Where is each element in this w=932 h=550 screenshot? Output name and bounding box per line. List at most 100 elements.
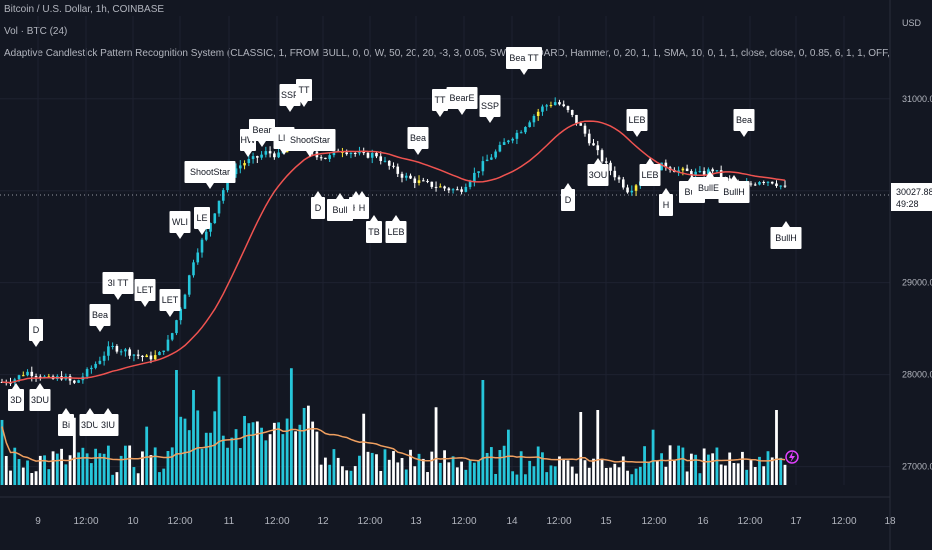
volume-bar (226, 447, 229, 485)
volume-bar (353, 466, 357, 485)
candle-body (549, 105, 553, 107)
currency-label: USD (902, 18, 922, 28)
volume-bar (183, 418, 187, 485)
pattern-label-text: D (565, 195, 572, 205)
volume-bar (783, 464, 787, 485)
volume-bar (707, 454, 710, 485)
candle-body (758, 182, 761, 185)
pattern-label-text: 3DU (81, 420, 99, 430)
volume-bar (209, 432, 212, 485)
pattern-label: Bea (733, 109, 755, 137)
candle-body (456, 189, 459, 191)
pattern-label: Bi (58, 408, 74, 436)
volume-bar (251, 422, 255, 485)
pattern-label-text: D (315, 203, 322, 213)
candle-body (115, 345, 119, 352)
candle-body (145, 355, 148, 358)
volume-bar (298, 424, 302, 485)
time-tick-label: 12:00 (167, 516, 192, 527)
volume-bar (672, 460, 676, 485)
candle-body (553, 102, 557, 106)
pattern-label-text: LEB (641, 170, 658, 180)
pattern-label: 3DU (79, 408, 101, 436)
candle-body (94, 363, 97, 368)
candle-body (753, 184, 757, 186)
volume-bar (306, 405, 310, 485)
candle-body (775, 183, 778, 187)
candle-body (107, 346, 110, 356)
volume-bar (506, 429, 510, 485)
time-tick-label: 17 (790, 516, 802, 527)
volume-bar (677, 445, 681, 485)
volume-bar (617, 467, 621, 485)
volume-bar (358, 455, 361, 485)
candle-body (511, 138, 514, 141)
pattern-label: TT (296, 79, 312, 107)
volume-indicator-label[interactable]: Vol · BTC (24) (4, 26, 68, 37)
candle-body (217, 200, 221, 214)
pattern-label: Bear (249, 119, 275, 147)
volume-bar (775, 410, 778, 485)
volume-bar (345, 470, 349, 485)
candle-body (98, 360, 102, 364)
candle-body (600, 150, 604, 162)
volume-bar (387, 459, 391, 485)
volume-bar (583, 460, 587, 485)
volume-bar (613, 463, 617, 485)
volume-bar (592, 458, 595, 485)
volume-bar (51, 451, 55, 485)
pattern-label-text: H (663, 200, 670, 210)
candle-body (383, 160, 387, 162)
volume-bar (85, 453, 89, 485)
pattern-label-text: Bea (92, 310, 108, 320)
volume-bar (626, 470, 629, 485)
volume-bar (451, 456, 455, 485)
volume-bar (426, 472, 429, 485)
candle-body (213, 213, 217, 224)
candle-body (124, 349, 127, 352)
candle-body (226, 177, 229, 191)
volume-bar (119, 455, 123, 485)
volume-bar (515, 474, 519, 485)
volume-bar (664, 466, 668, 485)
volume-bar (460, 461, 463, 485)
volume-bar (438, 462, 442, 485)
candle-body (626, 187, 629, 193)
volume-ma-line (1, 426, 786, 464)
volume-bar (549, 465, 553, 485)
lightning-bolt-icon (789, 451, 795, 463)
volume-bar (566, 460, 570, 485)
price-tick-label: 31000.00 (902, 94, 932, 104)
pattern-label: Bea (89, 304, 111, 332)
volume-bar (34, 471, 38, 485)
volume-bar (366, 451, 370, 485)
pattern-indicator-label[interactable]: Adaptive Candlestick Pattern Recognition… (4, 48, 889, 59)
pattern-label-text: Bea (736, 115, 752, 125)
candle-body (409, 175, 412, 179)
candle-body (681, 168, 685, 171)
volume-bar (17, 459, 21, 485)
volume-bar (72, 417, 76, 485)
candle-body (524, 127, 527, 133)
time-tick-label: 18 (884, 516, 896, 527)
volume-bar (145, 426, 149, 485)
volume-bar (502, 445, 506, 485)
volume-bar (409, 449, 412, 485)
volume-bar (698, 473, 702, 485)
pattern-label-text: Bull (332, 205, 347, 215)
alert-lightning-icon (785, 450, 799, 464)
volume-bar (162, 468, 166, 485)
volume-bar (260, 427, 263, 485)
volume-bar (779, 457, 783, 485)
volume-bar (47, 469, 51, 485)
candle-body (617, 177, 621, 180)
candle-body (209, 223, 212, 232)
pattern-label: LET (159, 289, 181, 317)
candle-body (779, 185, 783, 187)
volume-bar (745, 469, 749, 485)
candle-body (234, 168, 238, 175)
pattern-label: 3IU (97, 408, 119, 436)
candle-body (404, 175, 408, 178)
pattern-label-text: BullH (775, 233, 797, 243)
